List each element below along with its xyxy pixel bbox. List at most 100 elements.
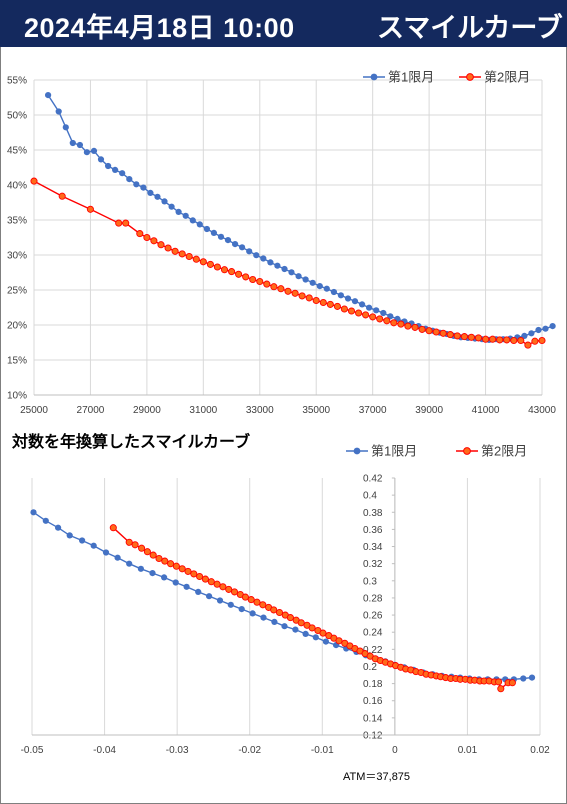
data-point-s2 (305, 294, 313, 302)
data-point-s1 (260, 614, 267, 621)
x-tick-label: -0.05 (21, 745, 44, 756)
legend-label-2: 第2限月 (481, 444, 527, 459)
data-point-s2 (178, 565, 186, 573)
log-annualized-smile-chart: 0.12 0.14 0.16 0.18 0.2 0.22 0.24 0.26 0.28 0.3 0.… (21, 444, 551, 757)
data-point-s1 (90, 542, 97, 549)
data-point-s2 (136, 230, 144, 238)
data-point-s1 (521, 332, 528, 339)
x-tick-label: 43000 (528, 405, 556, 416)
data-point-s1 (366, 304, 373, 311)
data-point-s1 (149, 570, 156, 577)
data-point-s1 (344, 295, 352, 302)
data-point-s1 (168, 203, 175, 210)
data-point-s2 (404, 322, 412, 330)
header-date: 2024年4月18日 10:00 (24, 13, 295, 43)
data-point-s2 (235, 270, 243, 278)
data-point-s1 (302, 276, 309, 283)
data-point-s2 (335, 637, 343, 645)
data-point-s2 (538, 336, 546, 345)
y-tick-label: 0.28 (363, 593, 383, 604)
data-point-s2 (150, 237, 158, 245)
data-point-s1 (105, 162, 112, 170)
data-point-s1 (83, 149, 90, 156)
y-tick-label: 0.22 (363, 645, 383, 656)
data-point-s1 (30, 509, 37, 516)
data-point-s1 (253, 252, 260, 259)
x-tick-label: 0.02 (530, 745, 550, 756)
data-point-s1 (210, 229, 217, 236)
data-point-s1 (281, 265, 288, 273)
data-point-s2 (30, 177, 38, 185)
data-point-s1 (195, 588, 202, 595)
data-point-s2 (362, 311, 370, 319)
data-point-s2 (206, 260, 214, 268)
data-point-s1 (380, 309, 387, 317)
data-point-s1 (295, 273, 302, 280)
data-point-s2 (192, 255, 200, 263)
data-point-s1 (114, 554, 121, 561)
data-point-s2 (508, 679, 516, 687)
data-point-s2 (319, 629, 327, 637)
y-tick-label: 0.14 (363, 713, 383, 724)
data-point-s2 (161, 557, 169, 565)
data-point-s2 (319, 298, 327, 307)
data-point-s1 (147, 189, 154, 196)
data-point-s1 (302, 630, 309, 637)
data-point-s2 (482, 335, 490, 343)
data-point-s1 (535, 326, 542, 334)
x-tick-label: -0.01 (311, 745, 334, 756)
data-point-s1 (55, 108, 62, 115)
data-point-s2 (495, 678, 503, 686)
smile-curve-chart: 10% 15% 20% 25% 30% 35% 40% 45% 50% 55% 25000 27000… (7, 70, 556, 417)
data-point-s2 (489, 335, 497, 343)
x-tick-label: 25000 (20, 405, 48, 416)
data-point-s2 (213, 263, 221, 271)
data-point-s1 (238, 606, 245, 613)
data-point-s2 (196, 572, 204, 581)
data-point-s1 (69, 139, 76, 147)
data-point-s2 (143, 548, 151, 556)
data-point-s2 (256, 277, 264, 286)
data-point-s1 (232, 241, 239, 248)
y-tick-label: 0.42 (363, 474, 383, 485)
data-point-s1 (140, 184, 147, 191)
data-point-s2 (253, 598, 261, 606)
data-point-s2 (157, 241, 165, 249)
data-point-s2 (228, 268, 236, 276)
data-point-s1 (316, 283, 323, 290)
data-point-s1 (42, 517, 49, 524)
data-point-s1 (203, 225, 210, 233)
data-point-s2 (225, 585, 233, 593)
data-point-s2 (149, 551, 157, 559)
data-point-s2 (230, 588, 239, 596)
data-point-s1 (351, 298, 359, 305)
data-point-s2 (418, 325, 426, 333)
y-tick-label: 0.36 (363, 525, 383, 536)
y-tick-label: 0.12 (363, 731, 383, 742)
data-point-s1 (267, 259, 274, 266)
data-point-s1 (528, 674, 536, 681)
data-point-s2 (460, 333, 468, 341)
data-point-s2 (178, 250, 186, 258)
legend-label-1: 第1限月 (388, 70, 434, 85)
y-tick-label: 0.26 (363, 611, 383, 622)
data-point-s1 (175, 208, 182, 215)
data-point-s2 (308, 624, 316, 632)
data-point-s1 (126, 560, 133, 567)
data-point-s1 (66, 532, 73, 539)
data-point-s2 (355, 309, 363, 317)
data-point-s2 (517, 336, 525, 345)
legend-label-2: 第2限月 (484, 70, 530, 85)
series-line-2 (112, 527, 513, 690)
data-point-s2 (474, 334, 483, 342)
data-point-s2 (86, 205, 94, 213)
x-tick-label: -0.02 (238, 745, 261, 756)
data-point-s2 (172, 562, 180, 570)
data-point-s1 (239, 244, 246, 251)
legend-marker-1 (370, 73, 378, 81)
data-point-s1 (217, 233, 225, 240)
x-tick-label: 0.01 (458, 745, 478, 756)
data-point-s1 (161, 198, 168, 205)
y-tick-label: 0.38 (363, 508, 383, 519)
y-tick-label: 25% (7, 286, 27, 297)
